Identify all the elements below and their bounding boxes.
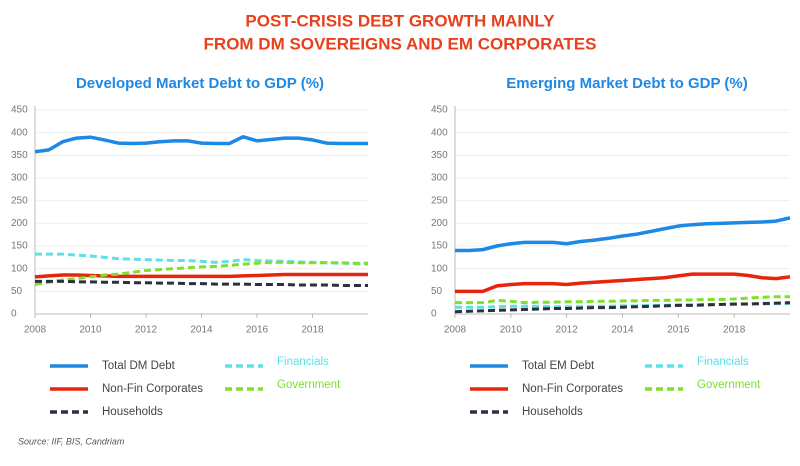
x-tick-label: 2012 <box>135 325 158 336</box>
x-tick-label: 2008 <box>444 325 467 336</box>
y-tick-label: 350 <box>11 150 28 161</box>
legend-label: Total DM Debt <box>102 360 176 372</box>
main-title: FROM DM SOVEREIGNS AND EM CORPORATES <box>204 34 597 53</box>
x-tick-label: 2018 <box>723 325 746 336</box>
chart-title: Developed Market Debt to GDP (%) <box>76 75 324 92</box>
y-tick-label: 100 <box>431 263 448 274</box>
main-title: POST-CRISIS DEBT GROWTH MAINLY <box>245 11 555 30</box>
y-tick-label: 50 <box>431 286 443 297</box>
source: Source: IIF, BIS, Candriam <box>18 436 125 446</box>
series-line <box>455 272 791 294</box>
legend-label: Non-Fin Corporates <box>522 383 623 395</box>
series-line <box>34 134 368 154</box>
y-tick-label: 150 <box>11 241 28 252</box>
x-tick-label: 2010 <box>500 325 523 336</box>
y-tick-label: 0 <box>11 309 17 320</box>
series-line <box>35 252 369 266</box>
x-tick-label: 2012 <box>556 325 579 336</box>
x-tick-label: 2014 <box>190 325 213 336</box>
series-line <box>455 216 791 253</box>
legend-label: Non-Fin Corporates <box>102 383 203 395</box>
legend-label: Government <box>277 379 341 391</box>
series-line <box>454 301 791 314</box>
legend-label: Households <box>102 406 163 418</box>
y-tick-label: 450 <box>431 105 448 116</box>
y-tick-label: 300 <box>11 173 28 184</box>
y-tick-label: 400 <box>431 127 448 138</box>
y-tick-label: 200 <box>431 218 448 229</box>
x-tick-label: 2010 <box>79 325 102 336</box>
y-tick-label: 400 <box>11 127 28 138</box>
series-line <box>455 295 790 305</box>
y-tick-label: 250 <box>431 195 448 206</box>
series-line <box>34 260 368 287</box>
x-tick-label: 2016 <box>246 325 269 336</box>
series-line <box>35 279 368 287</box>
x-tick-label: 2014 <box>611 325 634 336</box>
y-tick-label: 250 <box>11 195 28 206</box>
x-tick-label: 2008 <box>24 325 47 336</box>
legend-label: Households <box>522 406 583 418</box>
legend-label: Financials <box>697 356 749 368</box>
y-tick-label: 100 <box>11 263 28 274</box>
x-tick-label: 2018 <box>301 325 324 336</box>
y-tick-label: 150 <box>431 241 448 252</box>
y-tick-label: 300 <box>431 173 448 184</box>
y-tick-label: 50 <box>11 286 23 297</box>
legend-label: Total EM Debt <box>522 360 595 372</box>
y-tick-label: 0 <box>431 309 437 320</box>
x-tick-label: 2016 <box>667 325 690 336</box>
legend-label: Government <box>697 379 761 391</box>
y-tick-label: 350 <box>431 150 448 161</box>
legend-label: Financials <box>277 356 329 368</box>
y-tick-label: 450 <box>11 105 28 116</box>
y-tick-label: 200 <box>11 218 28 229</box>
chart-title: Emerging Market Debt to GDP (%) <box>506 75 747 92</box>
